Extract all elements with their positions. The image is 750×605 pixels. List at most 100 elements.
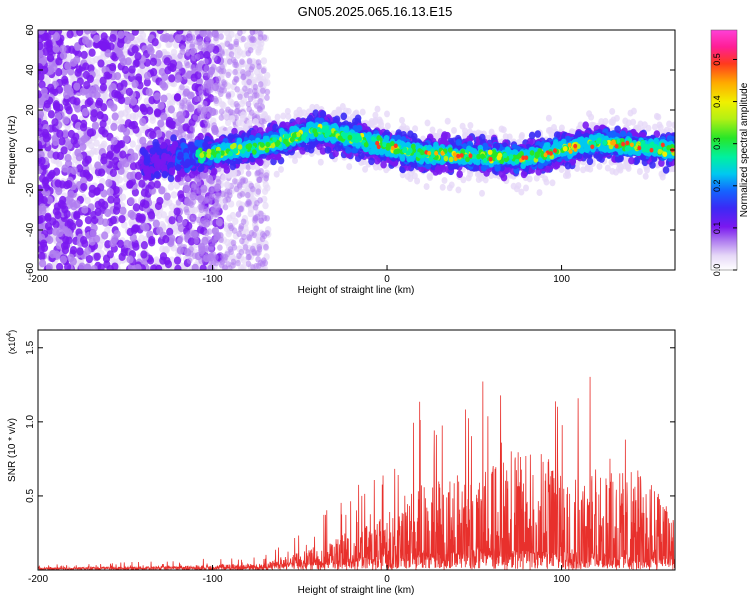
heatmap-cell	[140, 188, 148, 197]
heatmap-cell	[217, 244, 223, 251]
heatmap-cell	[278, 165, 284, 173]
heatmap-cell	[163, 57, 171, 66]
heatmap-cell	[147, 181, 155, 190]
heatmap-cell	[502, 133, 509, 141]
heatmap-cell	[429, 126, 436, 134]
heatmap-cell	[208, 258, 214, 265]
heatmap-cell	[257, 97, 264, 105]
heatmap-cell	[160, 211, 167, 219]
heatmap-cell	[104, 208, 112, 218]
heatmap-cell	[153, 256, 160, 264]
heatmap-cell	[192, 114, 199, 121]
heatmap-cell	[613, 114, 620, 122]
heatmap-cell	[126, 171, 134, 181]
heatmap-cell	[61, 164, 69, 173]
heatmap-cell	[128, 65, 136, 74]
heatmap-cell	[138, 213, 146, 222]
heatmap-cell	[47, 83, 55, 92]
heatmap-cell	[441, 176, 448, 184]
heatmap-cell	[129, 140, 136, 148]
heatmap-cell	[79, 123, 88, 132]
heatmap-cell	[255, 48, 262, 56]
heatmap-cell	[245, 70, 251, 77]
heatmap-cell	[225, 230, 232, 238]
heatmap-cell	[64, 154, 72, 163]
heatmap-cell	[100, 156, 108, 165]
heatmap-cell	[213, 259, 219, 267]
heatmap-cell	[84, 215, 92, 225]
heatmap-cell	[218, 86, 225, 94]
heatmap-cell	[49, 217, 57, 226]
heatmap-cell	[62, 235, 70, 245]
heatmap-cell	[245, 50, 252, 57]
heatmap-cell	[131, 79, 139, 89]
heatmap-cell	[256, 63, 262, 70]
heatmap-cell	[255, 40, 262, 49]
heatmap-cell	[285, 112, 292, 120]
heatmap-cell	[211, 227, 218, 234]
heatmap-cell	[86, 128, 94, 137]
heatmap-cell	[66, 30, 74, 39]
heatmap-cell	[229, 115, 236, 123]
heatmap-cell	[125, 87, 133, 97]
heatmap-cell	[232, 217, 239, 225]
heatmap-cell	[257, 30, 264, 37]
heatmap-cell	[63, 90, 71, 100]
heatmap-cell	[163, 33, 171, 42]
heatmap-cell	[150, 264, 158, 270]
heatmap-cell	[186, 257, 193, 264]
heatmap-cell	[206, 175, 214, 184]
heatmap-cell	[253, 225, 259, 232]
heatmap-cell	[203, 58, 209, 65]
heatmap-cell	[163, 192, 171, 201]
heatmap-cell	[359, 108, 366, 116]
heatmap-cell	[134, 263, 142, 270]
heatmap-cell	[263, 243, 269, 251]
heatmap-cell	[233, 40, 239, 48]
heatmap-cell	[414, 177, 421, 185]
heatmap-cell	[52, 137, 60, 146]
heatmap-cell	[83, 263, 91, 270]
heatmap-cell	[345, 107, 352, 115]
heatmap-cell	[208, 78, 214, 85]
heatmap-cell	[262, 201, 269, 210]
heatmap-cell	[58, 137, 66, 146]
heatmap-cell	[374, 105, 381, 113]
heatmap-cell	[225, 71, 231, 79]
heatmap-cell	[399, 116, 405, 124]
heatmap-cell	[237, 30, 243, 37]
heatmap-cell	[199, 243, 205, 251]
heatmap-cell	[218, 108, 225, 115]
heatmap-cell	[206, 112, 213, 119]
heatmap-cell	[162, 235, 170, 244]
heatmap-cell	[475, 176, 482, 184]
heatmap-cell	[149, 130, 157, 140]
heatmap-cell	[239, 58, 245, 65]
heatmap-cell	[80, 50, 88, 60]
heatmap-cell	[246, 105, 252, 113]
heatmap-cell	[177, 52, 183, 60]
heatmap-cell	[170, 191, 178, 199]
heatmap-cell	[427, 174, 433, 182]
heatmap-cell	[518, 133, 525, 141]
heatmap-cell	[231, 169, 238, 177]
heatmap-cell	[173, 256, 182, 265]
heatmap-cell	[262, 259, 269, 267]
heatmap-cell	[188, 132, 195, 139]
heatmap-cell	[109, 216, 117, 225]
heatmap-cell	[120, 248, 128, 257]
heatmap-cell	[94, 207, 102, 217]
heatmap-cell	[129, 211, 137, 220]
heatmap-cell	[206, 236, 212, 243]
heatmap-cell	[526, 175, 533, 183]
heatmap-cell	[199, 173, 206, 180]
heatmap-cell	[109, 62, 117, 72]
heatmap-cell	[190, 64, 196, 71]
heatmap-cell	[80, 236, 88, 245]
heatmap-cell	[222, 197, 229, 204]
heatmap-cell	[197, 66, 203, 73]
heatmap-cell	[143, 71, 152, 81]
heatmap-cell	[488, 128, 495, 136]
heatmap-cell	[109, 34, 117, 43]
heatmap-cell	[256, 105, 263, 112]
